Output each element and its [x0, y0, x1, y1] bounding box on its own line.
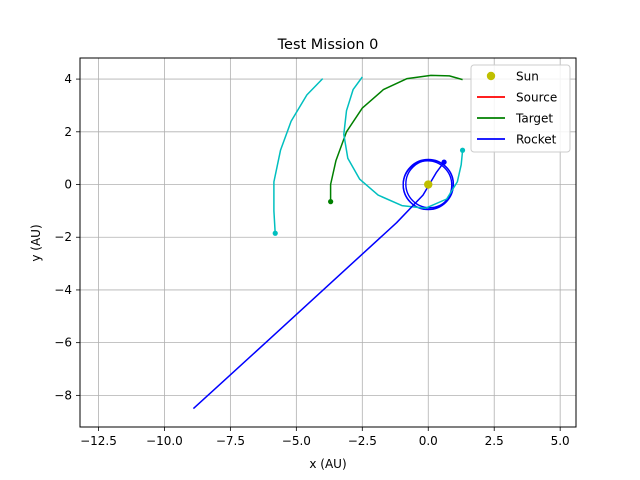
x-axis-ticks: −12.5 −10.0 −7.5 −5.0 −2.5 0.0 2.5 5.0 [80, 427, 570, 448]
target-endpoint-marker [328, 199, 334, 205]
marker-layer [272, 147, 466, 236]
legend: Sun Source Target Rocket [470, 64, 571, 153]
y-tick-label: −6 [54, 336, 72, 350]
y-tick-label: 2 [64, 125, 72, 139]
legend-label-sun: Sun [516, 70, 539, 84]
y-axis-label: y (AU) [29, 224, 43, 261]
x-tick-label: −5.0 [282, 434, 311, 448]
rocket-orbit-ring [402, 160, 453, 210]
plot-frame [79, 57, 577, 428]
x-tick-label: −12.5 [80, 434, 117, 448]
trajectory-lines [192, 74, 464, 410]
x-tick-label: 2.5 [485, 434, 504, 448]
y-tick-label: 4 [64, 72, 72, 86]
x-axis-label: x (AU) [309, 457, 346, 471]
cyan-1-trajectory [273, 78, 324, 234]
x-tick-label: −10.0 [146, 434, 183, 448]
target-trajectory [329, 74, 463, 202]
cyan-2-trajectory [343, 76, 464, 209]
x-tick-label: −7.5 [216, 434, 245, 448]
sun-marker [424, 180, 433, 189]
orbit-rings [402, 158, 455, 211]
legend-label-target: Target [515, 112, 553, 126]
rocket-endpoint-marker [441, 159, 447, 165]
rocket-trajectory [192, 161, 445, 410]
x-tick-label: 0.0 [419, 434, 438, 448]
chart-title: Test Mission 0 [277, 37, 379, 53]
y-tick-label: −8 [54, 388, 72, 402]
y-tick-label: −4 [54, 283, 72, 297]
legend-box [470, 64, 571, 153]
legend-swatch-sun [486, 71, 496, 81]
y-axis-ticks: −8 −6 −4 −2 0 2 4 [54, 72, 80, 402]
cyan-2-endpoint-marker [459, 147, 466, 153]
grid [80, 58, 576, 427]
x-tick-label: −2.5 [348, 434, 377, 448]
legend-label-source: Source [516, 91, 557, 105]
cyan-1-endpoint-marker [272, 230, 278, 236]
y-tick-label: −2 [54, 230, 72, 244]
y-tick-label: 0 [64, 178, 72, 192]
x-tick-label: 5.0 [551, 434, 570, 448]
legend-label-rocket: Rocket [516, 133, 557, 147]
